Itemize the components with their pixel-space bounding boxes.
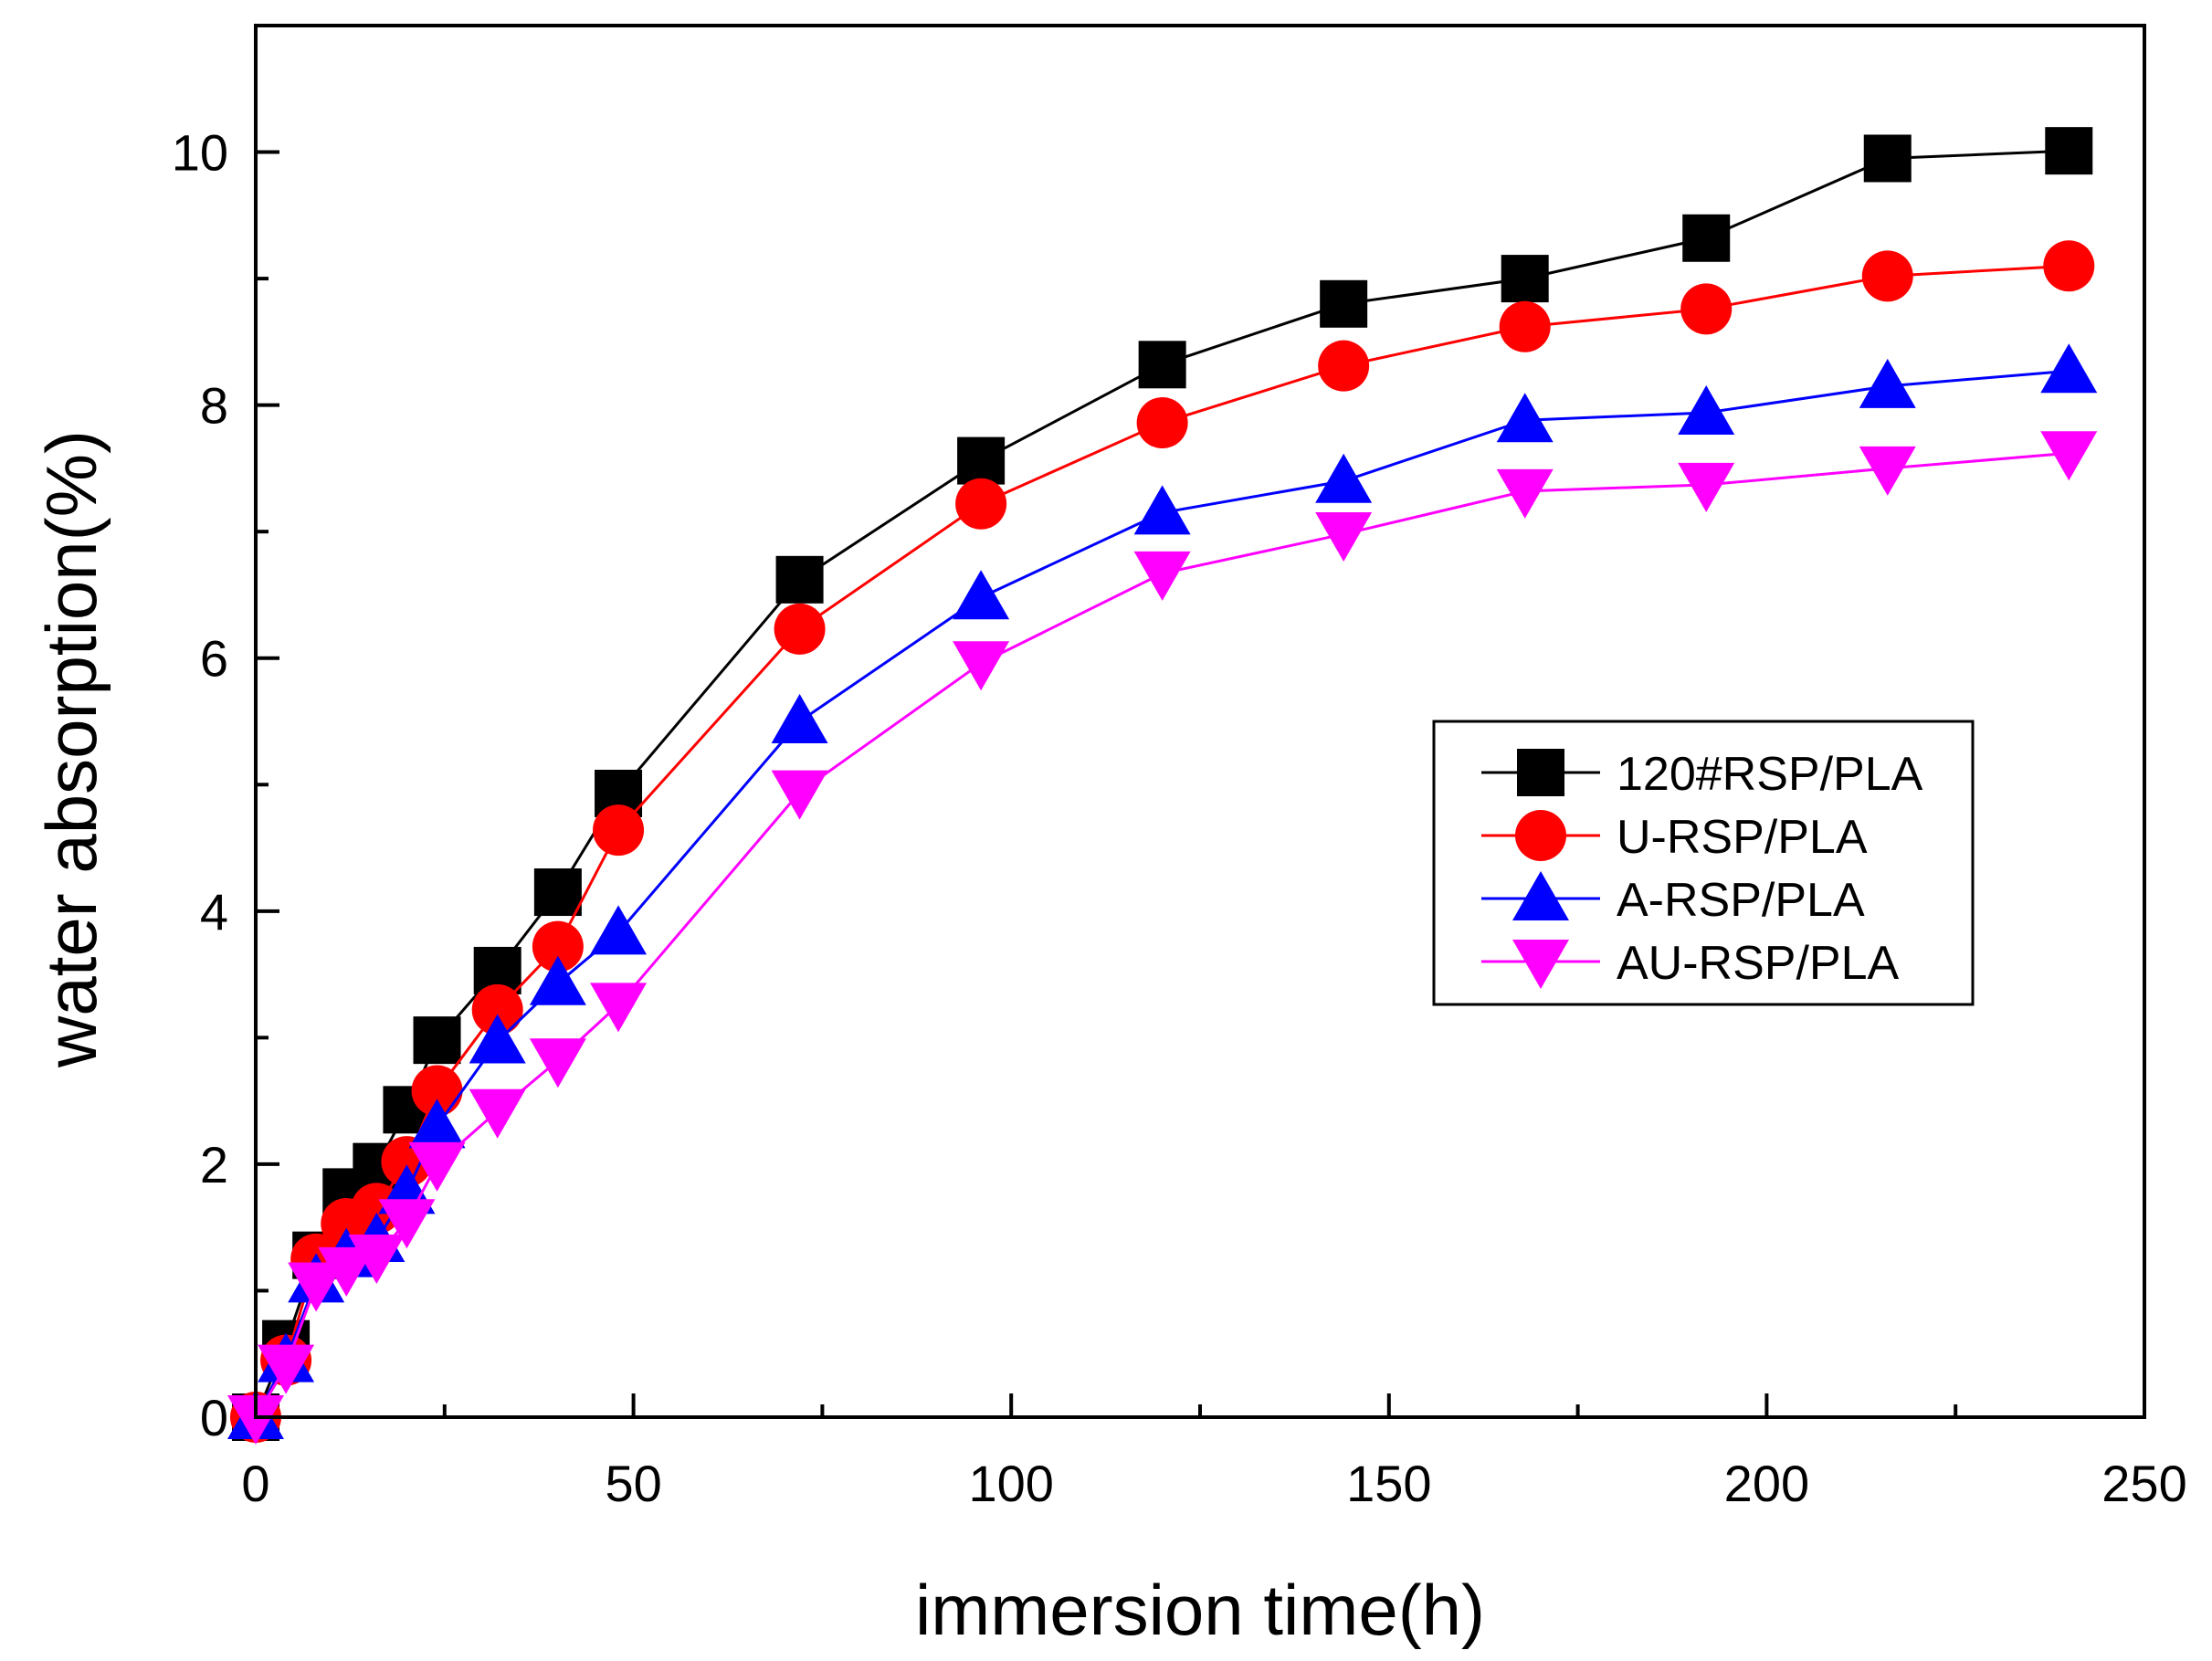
data-point xyxy=(1315,511,1373,562)
x-axis-title: immersion time(h) xyxy=(915,1570,1485,1650)
legend: 120#RSP/PLA U-RSP/PLA A-RSP/PLA AU-RSP/PLA xyxy=(1432,720,1975,1006)
data-point xyxy=(1138,341,1186,389)
data-point xyxy=(774,603,826,655)
data-point xyxy=(1859,358,1916,408)
legend-label: U-RSP/PLA xyxy=(1617,811,1868,864)
legend-label: 120#RSP/PLA xyxy=(1617,748,1923,801)
data-point xyxy=(1320,279,1368,328)
y-tick-label: 6 xyxy=(200,630,228,688)
data-point xyxy=(529,1038,586,1088)
data-point xyxy=(590,905,648,955)
legend-label: AU-RSP/PLA xyxy=(1617,937,1900,990)
data-point xyxy=(953,641,1010,691)
data-point xyxy=(1315,453,1373,503)
data-point xyxy=(1678,384,1735,435)
legend-marker xyxy=(1515,810,1566,861)
y-tick-label: 10 xyxy=(172,124,228,182)
data-point xyxy=(469,1014,526,1064)
legend-marker xyxy=(1512,940,1569,989)
y-tick-label: 0 xyxy=(200,1389,228,1446)
data-point xyxy=(771,694,828,743)
data-point xyxy=(1680,283,1733,335)
data-point xyxy=(532,920,584,972)
x-tick-label: 100 xyxy=(968,1455,1053,1512)
legend-marker xyxy=(1517,749,1564,796)
data-point xyxy=(1682,214,1731,262)
axis-tick-labels: 0 50 100 150 200 250 0 2 4 6 8 10 xyxy=(172,124,2187,1512)
y-tick-label: 2 xyxy=(200,1136,228,1193)
data-point xyxy=(1496,393,1554,443)
data-point xyxy=(469,1088,526,1139)
data-point xyxy=(1678,462,1735,512)
y-axis-title: water absorption(%) xyxy=(31,430,111,1068)
data-point xyxy=(771,770,828,820)
legend-label: A-RSP/PLA xyxy=(1617,874,1865,927)
data-point xyxy=(1501,255,1549,303)
y-tick-label: 8 xyxy=(200,377,228,435)
data-point xyxy=(1133,485,1191,535)
data-point xyxy=(1499,300,1551,352)
data-point xyxy=(318,1246,375,1297)
data-point xyxy=(2040,431,2098,481)
data-point xyxy=(1133,551,1191,601)
series-layer xyxy=(227,127,2098,1445)
data-point xyxy=(411,1065,463,1117)
data-point xyxy=(533,868,582,917)
data-point xyxy=(955,478,1007,530)
data-point xyxy=(348,1235,406,1285)
data-point xyxy=(408,1099,466,1149)
data-point xyxy=(957,436,1006,485)
data-point xyxy=(1861,250,1913,302)
plot-area-frame xyxy=(254,24,2146,1419)
data-point xyxy=(288,1262,345,1312)
x-tick-label: 0 xyxy=(241,1455,269,1512)
x-tick-label: 250 xyxy=(2101,1455,2186,1512)
data-point xyxy=(1863,134,1912,183)
data-point xyxy=(1496,468,1554,519)
data-point xyxy=(775,555,824,604)
data-point xyxy=(413,1016,461,1065)
legend-marker xyxy=(1512,871,1569,920)
data-point xyxy=(529,955,586,1005)
data-point xyxy=(2040,343,2098,394)
data-point xyxy=(2043,240,2095,292)
data-point xyxy=(471,983,523,1035)
series-4 xyxy=(227,431,2098,1445)
data-point xyxy=(1859,446,1916,496)
data-point xyxy=(1318,340,1370,392)
data-point xyxy=(408,1141,466,1192)
data-point xyxy=(953,570,1010,620)
data-point xyxy=(2045,127,2093,175)
data-point xyxy=(590,983,648,1033)
y-tick-label: 4 xyxy=(200,883,228,941)
data-point xyxy=(258,1344,315,1394)
data-point xyxy=(227,1395,284,1445)
x-tick-label: 150 xyxy=(1346,1455,1431,1512)
data-point xyxy=(1136,397,1188,449)
data-point xyxy=(378,1199,436,1249)
x-tick-label: 50 xyxy=(605,1455,661,1512)
x-tick-label: 200 xyxy=(1724,1455,1809,1512)
data-point xyxy=(593,804,645,857)
